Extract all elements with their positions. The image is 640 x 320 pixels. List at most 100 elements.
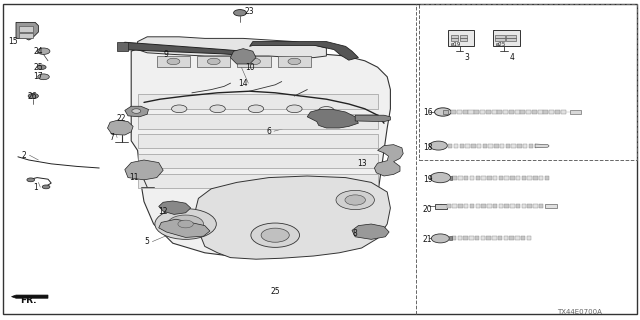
Bar xyxy=(555,110,560,114)
Text: 18: 18 xyxy=(423,143,432,152)
Polygon shape xyxy=(352,224,389,239)
Polygon shape xyxy=(138,37,326,58)
Bar xyxy=(517,144,522,148)
Circle shape xyxy=(288,58,301,65)
Bar xyxy=(494,144,499,148)
Circle shape xyxy=(28,93,38,99)
Bar xyxy=(443,110,448,114)
Bar xyxy=(458,176,463,180)
Bar xyxy=(470,176,474,180)
Bar xyxy=(197,56,230,67)
Text: 13: 13 xyxy=(356,159,367,168)
Bar xyxy=(515,236,520,240)
Bar xyxy=(510,176,515,180)
Polygon shape xyxy=(250,42,358,60)
Bar xyxy=(529,144,533,148)
Bar xyxy=(237,56,271,67)
Bar xyxy=(526,110,531,114)
Text: 4: 4 xyxy=(509,53,515,62)
Bar xyxy=(452,204,457,208)
Circle shape xyxy=(38,74,49,80)
Bar xyxy=(468,110,474,114)
Bar xyxy=(533,204,538,208)
Bar xyxy=(533,176,538,180)
Bar xyxy=(138,174,378,188)
Bar xyxy=(539,204,543,208)
Bar xyxy=(561,110,566,114)
Bar xyxy=(492,236,497,240)
Text: 23: 23 xyxy=(244,7,255,16)
Text: 6: 6 xyxy=(266,127,271,136)
Bar xyxy=(458,204,463,208)
Polygon shape xyxy=(159,219,210,237)
Text: 7: 7 xyxy=(109,133,115,142)
Bar xyxy=(549,110,554,114)
Text: 12: 12 xyxy=(159,207,168,216)
Bar xyxy=(532,110,537,114)
Bar xyxy=(499,204,503,208)
Circle shape xyxy=(429,141,447,150)
Bar xyxy=(538,110,543,114)
Bar xyxy=(503,110,508,114)
Bar xyxy=(138,114,378,129)
Polygon shape xyxy=(125,160,163,180)
Bar xyxy=(448,144,452,148)
Bar xyxy=(471,144,476,148)
Bar xyxy=(497,110,502,114)
Bar xyxy=(483,144,487,148)
Bar xyxy=(493,30,520,46)
Text: 25: 25 xyxy=(270,287,280,296)
Circle shape xyxy=(132,109,141,113)
Bar xyxy=(19,26,33,32)
Text: 10: 10 xyxy=(244,63,255,72)
Bar xyxy=(474,110,479,114)
Text: 26: 26 xyxy=(27,92,37,100)
Bar xyxy=(527,204,532,208)
Polygon shape xyxy=(230,49,256,64)
Bar xyxy=(486,110,491,114)
Bar xyxy=(278,56,311,67)
Circle shape xyxy=(27,178,35,182)
Text: 24: 24 xyxy=(33,47,44,56)
Bar xyxy=(481,236,485,240)
Text: 5: 5 xyxy=(145,237,150,246)
Bar xyxy=(499,176,503,180)
Bar xyxy=(498,236,502,240)
Text: 21: 21 xyxy=(423,236,432,244)
Bar xyxy=(481,204,486,208)
Circle shape xyxy=(345,195,365,205)
Circle shape xyxy=(248,105,264,113)
Circle shape xyxy=(234,10,246,16)
Polygon shape xyxy=(117,42,128,51)
Bar xyxy=(523,144,527,148)
Text: 22: 22 xyxy=(117,114,126,123)
Circle shape xyxy=(210,105,225,113)
Bar xyxy=(493,176,497,180)
Circle shape xyxy=(319,107,334,114)
Bar xyxy=(495,35,505,38)
Bar xyxy=(465,144,470,148)
Polygon shape xyxy=(307,109,358,128)
Text: 11: 11 xyxy=(130,173,139,182)
Bar xyxy=(510,204,515,208)
Bar xyxy=(515,110,520,114)
Bar xyxy=(138,94,378,109)
Text: 15: 15 xyxy=(8,37,18,46)
Circle shape xyxy=(168,215,204,233)
Bar xyxy=(138,154,378,168)
Polygon shape xyxy=(125,106,148,117)
Bar xyxy=(522,176,526,180)
Circle shape xyxy=(155,209,216,239)
Bar xyxy=(447,204,451,208)
Bar xyxy=(570,110,581,114)
Circle shape xyxy=(435,108,451,116)
Bar xyxy=(449,236,452,240)
Bar xyxy=(487,204,492,208)
Text: 20: 20 xyxy=(422,205,433,214)
Polygon shape xyxy=(131,48,390,258)
Bar xyxy=(511,144,516,148)
Bar xyxy=(487,176,492,180)
Circle shape xyxy=(251,223,300,247)
Bar xyxy=(504,204,509,208)
Bar xyxy=(460,35,467,38)
